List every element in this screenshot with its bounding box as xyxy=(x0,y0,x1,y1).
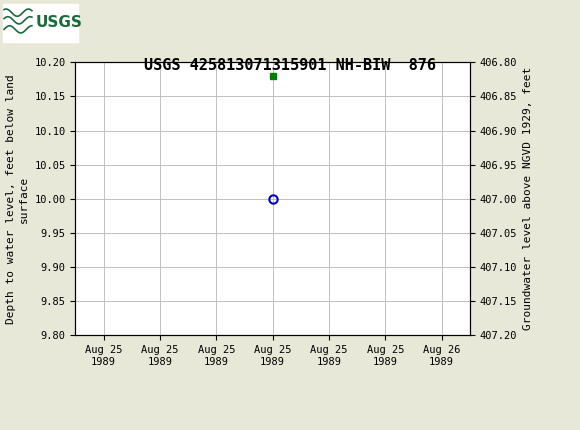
FancyBboxPatch shape xyxy=(3,3,78,42)
Y-axis label: Groundwater level above NGVD 1929, feet: Groundwater level above NGVD 1929, feet xyxy=(523,67,532,331)
Text: USGS 425813071315901 NH-BIW  876: USGS 425813071315901 NH-BIW 876 xyxy=(144,58,436,73)
Y-axis label: Depth to water level, feet below land
surface: Depth to water level, feet below land su… xyxy=(6,74,29,324)
Text: USGS: USGS xyxy=(36,15,83,30)
